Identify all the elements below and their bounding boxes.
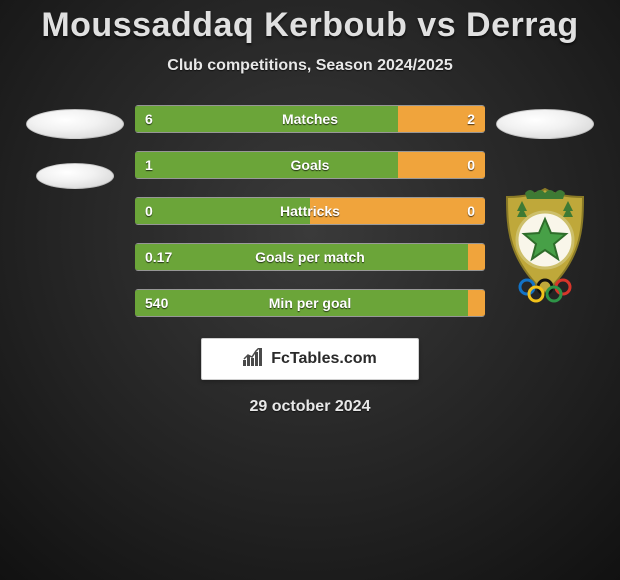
bar-chart-icon <box>243 348 265 371</box>
stat-bar: 62Matches <box>135 105 485 133</box>
page-title: Moussaddaq Kerboub vs Derrag <box>0 0 620 45</box>
branding-text: FcTables.com <box>271 350 377 368</box>
stat-bar-right-segment <box>310 198 485 224</box>
stat-bar-left-segment <box>135 244 468 270</box>
right-player-side <box>485 105 605 320</box>
stat-bar-left-segment <box>135 198 310 224</box>
stat-bar-right-segment <box>468 244 486 270</box>
page-subtitle: Club competitions, Season 2024/2025 <box>0 57 620 75</box>
branding-badge: FcTables.com <box>201 338 419 380</box>
stat-bar: 0.17Goals per match <box>135 243 485 271</box>
stat-bars: 62Matches 10Goals 00Hattricks 0.17Goals per… <box>135 105 485 317</box>
left-player-side <box>15 105 135 189</box>
stat-bar-right-segment <box>398 106 486 132</box>
stat-bar-left-segment <box>135 152 398 178</box>
content-row: 62Matches 10Goals 00Hattricks 0.17Goals per… <box>0 105 620 320</box>
player-avatar <box>36 163 114 189</box>
stat-bar: 00Hattricks <box>135 197 485 225</box>
stat-bar: 540Min per goal <box>135 289 485 317</box>
player-avatar <box>26 109 124 139</box>
stat-bar-left-segment <box>135 106 398 132</box>
date-line: 29 october 2024 <box>0 398 620 416</box>
player-avatar <box>496 109 594 139</box>
club-crest-icon <box>495 185 595 320</box>
stat-bar-right-segment <box>468 290 486 316</box>
stat-bar-left-segment <box>135 290 468 316</box>
stat-bar-right-segment <box>398 152 486 178</box>
stat-bar: 10Goals <box>135 151 485 179</box>
